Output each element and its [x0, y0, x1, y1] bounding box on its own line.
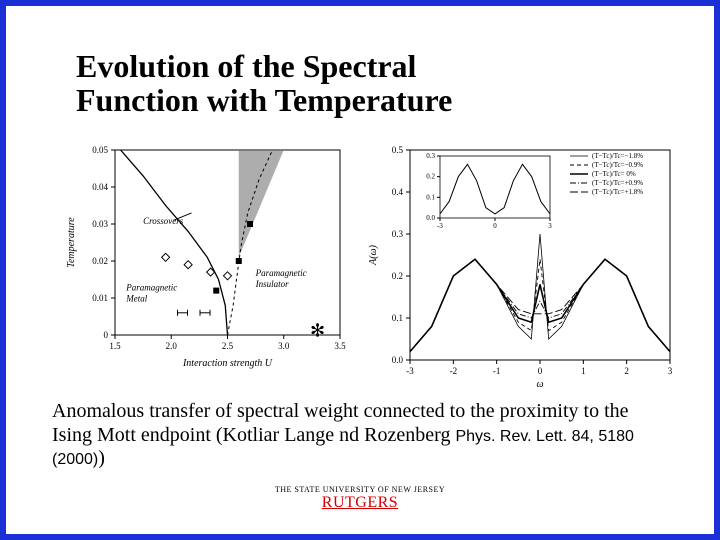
- phase-diagram-chart: 1.5 2.0 2.5 3.0 3.5 0 0.01 0.02 0.03 0.04 0.05 Inte…: [60, 140, 350, 370]
- footer-rutgers: RUTGERS: [0, 494, 720, 512]
- svg-text:2.0: 2.0: [166, 341, 178, 351]
- svg-text:0.03: 0.03: [92, 219, 108, 229]
- svg-text:Paramagnetic: Paramagnetic: [125, 283, 177, 293]
- svg-text:Crossovers: Crossovers: [143, 216, 184, 226]
- svg-text:1: 1: [581, 366, 586, 376]
- svg-text:0.4: 0.4: [392, 187, 404, 197]
- svg-text:-2: -2: [450, 366, 458, 376]
- footer: THE STATE UNIVERSITY OF NEW JERSEY RUTGE…: [0, 485, 720, 512]
- svg-text:2: 2: [624, 366, 629, 376]
- svg-text:0.02: 0.02: [92, 256, 108, 266]
- svg-text:(T−Tc)/Tc= 0%: (T−Tc)/Tc= 0%: [592, 170, 636, 178]
- body-tail: ): [98, 447, 105, 469]
- body-paragraph: Anomalous transfer of spectral weight co…: [52, 400, 672, 471]
- charts-row: 1.52.02.53.03.500.010.020.030.040.05Inte…: [60, 140, 680, 390]
- title-line-1: Evolution of the Spectral: [76, 48, 416, 84]
- svg-text:0.0: 0.0: [426, 214, 435, 222]
- svg-text:0.5: 0.5: [392, 145, 404, 155]
- svg-text:0.3: 0.3: [426, 152, 435, 160]
- svg-text:Metal: Metal: [125, 294, 147, 304]
- svg-text:(T−Tc)/Tc=−0.9%: (T−Tc)/Tc=−0.9%: [592, 161, 643, 169]
- svg-text:3: 3: [668, 366, 673, 376]
- svg-text:-3: -3: [437, 222, 443, 230]
- svg-text:0.04: 0.04: [92, 182, 108, 192]
- svg-text:(T−Tc)/Tc=−1.8%: (T−Tc)/Tc=−1.8%: [592, 152, 643, 160]
- slide-title: Evolution of the Spectral Function with …: [76, 50, 452, 117]
- spectral-function-chart: -3 -2 -1 0 1 2 3 0.0 0.1 0.2 0.3 0.4 0.5 ω A(ω) (T−Tc)/…: [360, 140, 680, 390]
- svg-text:A(ω): A(ω): [368, 244, 379, 265]
- svg-text:0: 0: [493, 222, 497, 230]
- title-line-2: Function with Temperature: [76, 82, 452, 118]
- svg-text:0: 0: [104, 330, 109, 340]
- svg-text:0.01: 0.01: [92, 293, 108, 303]
- svg-text:0.1: 0.1: [426, 193, 435, 201]
- svg-text:3.5: 3.5: [334, 341, 346, 351]
- footer-university: THE STATE UNIVERSITY OF NEW JERSEY: [0, 485, 720, 494]
- svg-text:0: 0: [538, 366, 543, 376]
- svg-text:0.3: 0.3: [392, 229, 404, 239]
- svg-text:3.0: 3.0: [278, 341, 290, 351]
- svg-text:0.0: 0.0: [392, 355, 404, 365]
- svg-text:3: 3: [548, 222, 552, 230]
- svg-text:Interaction strength U: Interaction strength U: [182, 358, 273, 369]
- svg-text:0.1: 0.1: [392, 313, 403, 323]
- svg-text:Insulator: Insulator: [255, 279, 290, 289]
- svg-text:(T−Tc)/Tc=+0.9%: (T−Tc)/Tc=+0.9%: [592, 179, 643, 187]
- svg-text:1.5: 1.5: [109, 341, 121, 351]
- svg-text:0.2: 0.2: [392, 271, 403, 281]
- svg-text:-3: -3: [406, 366, 414, 376]
- svg-text:ω: ω: [536, 379, 543, 390]
- svg-text:0.2: 0.2: [426, 173, 435, 181]
- svg-text:-1: -1: [493, 366, 501, 376]
- svg-text:Temperature: Temperature: [66, 217, 77, 268]
- svg-text:✻: ✻: [310, 320, 325, 340]
- svg-text:2.5: 2.5: [222, 341, 234, 351]
- svg-text:Paramagnetic: Paramagnetic: [255, 268, 307, 278]
- svg-text:(T−Tc)/Tc=+1.8%: (T−Tc)/Tc=+1.8%: [592, 188, 643, 196]
- svg-text:0.05: 0.05: [92, 145, 108, 155]
